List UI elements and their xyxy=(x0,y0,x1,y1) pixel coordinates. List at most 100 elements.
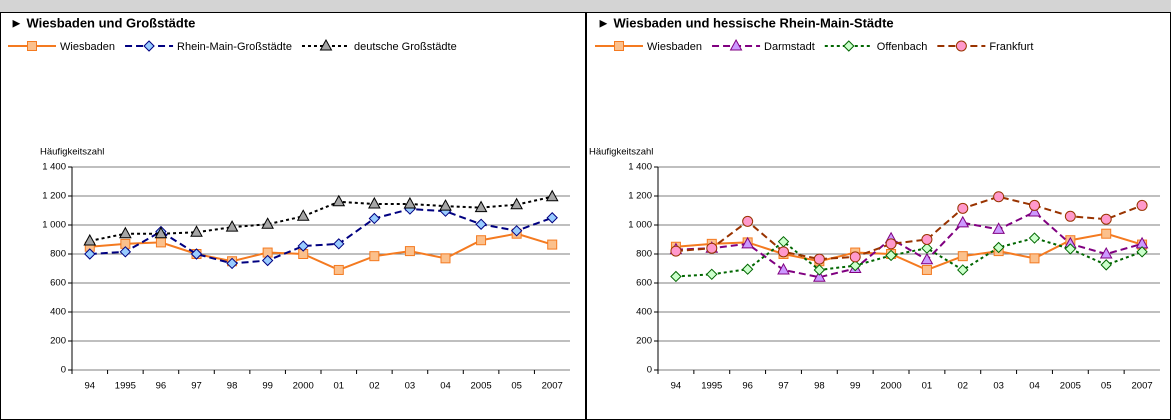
x-tick-label: 94 xyxy=(84,381,95,392)
x-tick-label: 99 xyxy=(850,381,861,392)
y-tick-label: 600 xyxy=(50,278,66,289)
x-tick-label: 05 xyxy=(1101,381,1112,392)
legend-marker xyxy=(27,41,37,51)
legend-label: Wiesbaden xyxy=(647,41,702,53)
x-tick-label: 97 xyxy=(778,381,789,392)
legend-label: Frankfurt xyxy=(989,41,1033,53)
marker xyxy=(921,242,933,254)
y-tick-label: 400 xyxy=(636,307,652,318)
marker xyxy=(992,241,1005,254)
y-tick-label: 800 xyxy=(50,249,66,260)
marker xyxy=(225,220,239,232)
marker xyxy=(83,233,97,246)
marker xyxy=(1064,210,1076,222)
marker xyxy=(190,225,203,237)
marker xyxy=(1136,246,1148,258)
marker xyxy=(84,248,96,260)
marker xyxy=(957,202,969,214)
marker xyxy=(439,199,452,211)
x-tick-label: 04 xyxy=(440,381,451,392)
x-tick-label: 97 xyxy=(191,381,202,392)
legend-label: Darmstadt xyxy=(764,41,815,53)
marker xyxy=(368,212,381,225)
x-tick-label: 2000 xyxy=(293,381,314,392)
y-tick-label: 1 000 xyxy=(42,220,66,231)
marker xyxy=(741,236,754,249)
legend-label: deutsche Großstädte xyxy=(354,41,457,53)
y-tick-label: 1 000 xyxy=(628,220,652,231)
marker xyxy=(1100,259,1112,271)
marker xyxy=(921,264,932,275)
marker xyxy=(154,226,168,239)
marker xyxy=(404,246,415,257)
marker xyxy=(1029,253,1040,264)
x-tick-label: 01 xyxy=(333,381,344,392)
marker xyxy=(190,248,203,260)
marker xyxy=(1064,243,1077,255)
legend-marker xyxy=(955,40,967,52)
marker xyxy=(1028,204,1041,217)
x-tick-label: 02 xyxy=(369,381,380,392)
marker xyxy=(1028,232,1041,244)
marker xyxy=(849,251,861,263)
x-tick-label: 2005 xyxy=(471,381,492,392)
marker xyxy=(1136,199,1148,211)
marker xyxy=(849,259,861,272)
legend-label: Rhein-Main-Großstädte xyxy=(177,41,292,53)
marker xyxy=(546,212,558,224)
marker xyxy=(261,254,274,267)
marker xyxy=(670,270,682,283)
y-tick-label: 1 400 xyxy=(628,162,652,173)
x-tick-label: 2007 xyxy=(542,381,563,392)
marker xyxy=(226,257,238,270)
marker xyxy=(333,238,345,250)
legend-label: Wiesbaden xyxy=(60,41,115,53)
marker xyxy=(706,242,718,254)
marker xyxy=(261,217,274,229)
marker xyxy=(510,197,523,210)
marker xyxy=(1099,246,1113,259)
series-line xyxy=(675,195,1143,261)
marker xyxy=(297,240,309,252)
y-tick-label: 800 xyxy=(636,249,652,260)
marker xyxy=(476,235,487,246)
x-tick-label: 1995 xyxy=(115,381,136,392)
marker xyxy=(510,225,523,237)
y-tick-label: 600 xyxy=(636,278,652,289)
marker xyxy=(119,246,132,258)
top-strip xyxy=(0,0,1171,13)
marker xyxy=(545,189,559,202)
marker xyxy=(813,253,825,265)
marker xyxy=(957,251,968,262)
y-tick-label: 200 xyxy=(50,336,66,347)
marker xyxy=(957,264,969,276)
y-tick-label: 200 xyxy=(636,336,652,347)
y-tick-label: 0 xyxy=(61,365,66,376)
x-tick-label: 99 xyxy=(262,381,273,392)
x-tick-label: 94 xyxy=(671,381,682,392)
chart-title: ► Wiesbaden und Großstädte xyxy=(10,15,195,30)
marker xyxy=(119,226,132,239)
x-tick-label: 2005 xyxy=(1060,381,1081,392)
x-tick-label: 05 xyxy=(511,381,522,392)
marker xyxy=(1101,228,1112,239)
marker xyxy=(706,268,718,281)
x-tick-label: 96 xyxy=(742,381,753,392)
x-tick-label: 02 xyxy=(957,381,968,392)
x-tick-label: 2000 xyxy=(881,381,902,392)
y-tick-label: 1 400 xyxy=(42,162,66,173)
marker xyxy=(1029,199,1040,211)
marker xyxy=(992,222,1005,234)
marker xyxy=(1100,213,1112,225)
chart-title: ► Wiesbaden und hessische Rhein-Main-Stä… xyxy=(597,15,894,30)
marker xyxy=(440,253,451,264)
marker xyxy=(333,264,344,275)
marker xyxy=(813,264,826,276)
series-line xyxy=(89,195,553,242)
marker xyxy=(670,245,682,257)
x-tick-label: 98 xyxy=(227,381,238,392)
marker xyxy=(993,191,1005,203)
right-panel xyxy=(586,12,1171,420)
y-tick-label: 400 xyxy=(50,307,66,318)
y-axis-label: Häufigkeitszahl xyxy=(589,147,653,158)
